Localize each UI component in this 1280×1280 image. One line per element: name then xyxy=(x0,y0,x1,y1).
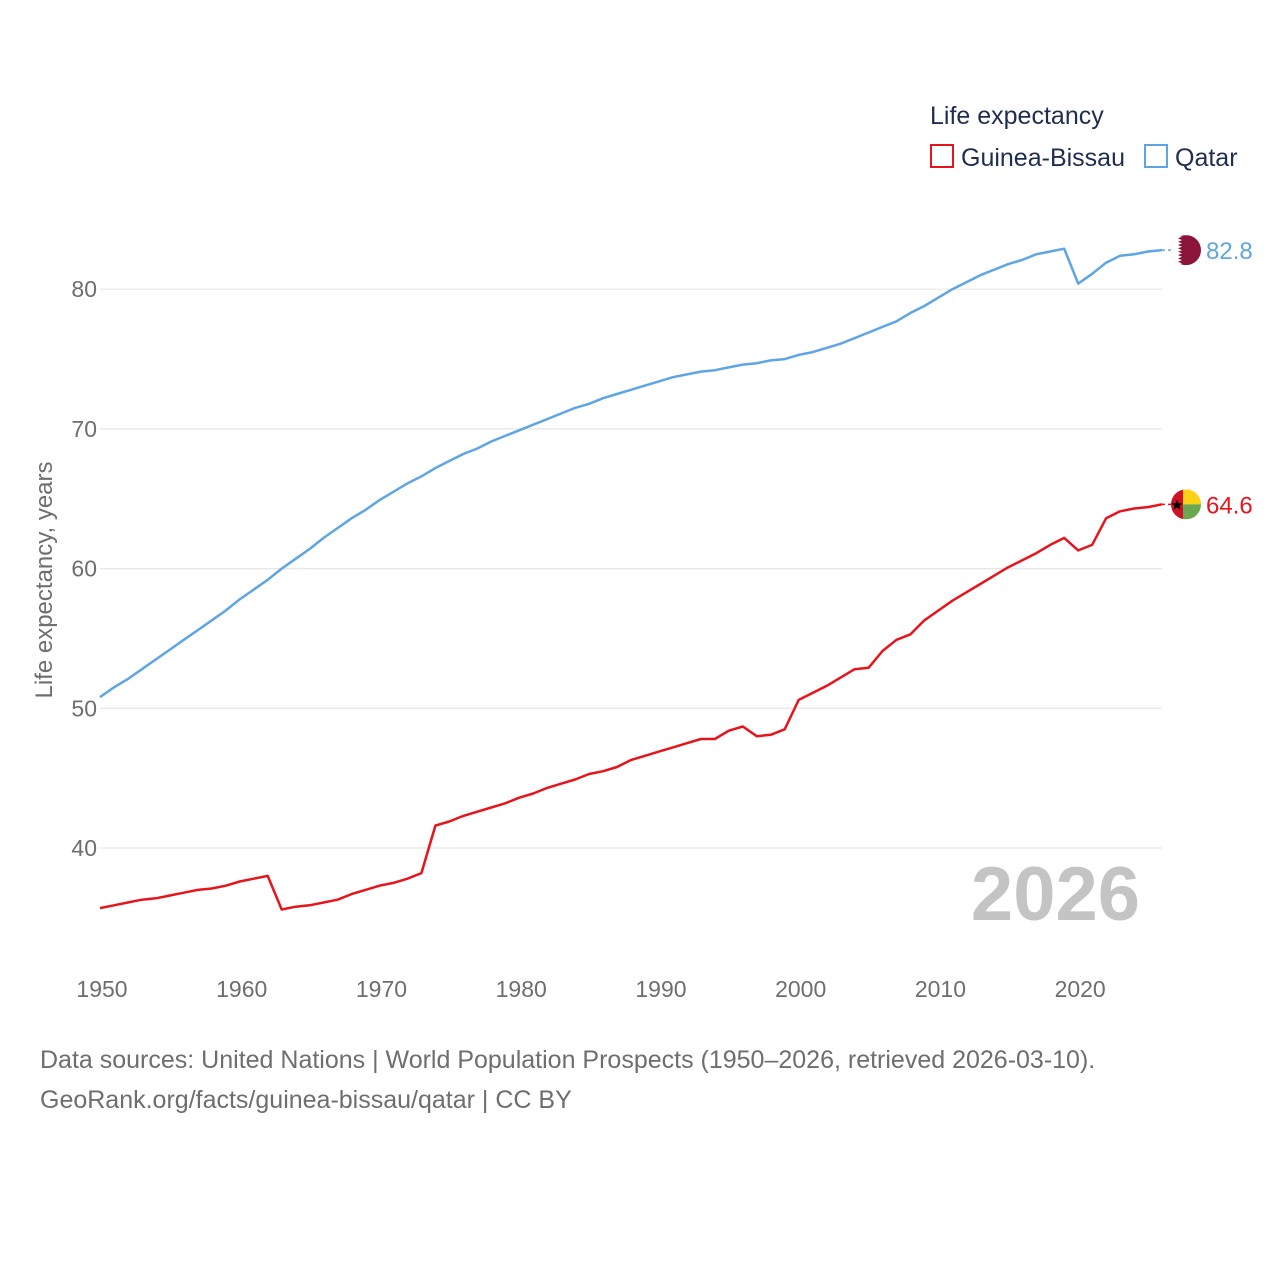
flag-icon-guinea-bissau xyxy=(1171,489,1201,520)
x-tick-label-1960: 1960 xyxy=(216,976,267,1002)
year-watermark: 2026 xyxy=(971,852,1140,937)
legend-label-qatar: Qatar xyxy=(1175,144,1238,172)
x-tick-label-1990: 1990 xyxy=(635,976,686,1002)
legend: Life expectancy Guinea-Bissau Qatar xyxy=(930,102,1238,172)
x-tick-label-1980: 1980 xyxy=(496,976,547,1002)
x-tick-label-1950: 1950 xyxy=(76,976,127,1002)
end-markers: 64.6 82.8 xyxy=(1162,235,1253,520)
legend-swatch-guinea-bissau xyxy=(930,144,954,168)
source-line-1: Data sources: United Nations | World Pop… xyxy=(40,1046,1096,1074)
source-line-2[interactable]: GeoRank.org/facts/guinea-bissau/qatar | … xyxy=(40,1086,572,1114)
x-axis-ticks: 1950 1960 1970 1980 1990 2000 2010 2020 xyxy=(76,976,1105,1002)
end-label-qatar: 82.8 xyxy=(1206,238,1253,265)
legend-item-guinea-bissau[interactable]: Guinea-Bissau xyxy=(930,144,1125,172)
legend-item-qatar[interactable]: Qatar xyxy=(1144,144,1238,172)
series-line-qatar xyxy=(99,247,1163,699)
y-tick-label-60: 60 xyxy=(71,556,97,582)
y-tick-label-50: 50 xyxy=(71,695,97,721)
y-tick-label-70: 70 xyxy=(71,416,97,442)
x-tick-label-2020: 2020 xyxy=(1055,976,1106,1002)
legend-title: Life expectancy xyxy=(930,102,1104,130)
y-tick-label-40: 40 xyxy=(71,835,97,861)
x-tick-label-2010: 2010 xyxy=(915,976,966,1002)
legend-label-guinea-bissau: Guinea-Bissau xyxy=(961,144,1125,172)
flag-icon-qatar xyxy=(1171,235,1201,266)
x-tick-label-1970: 1970 xyxy=(356,976,407,1002)
grid-lines xyxy=(100,288,1162,849)
y-tick-label-80: 80 xyxy=(71,276,97,302)
y-axis-ticks: 40 50 60 70 80 xyxy=(71,276,97,861)
series-line-guinea-bissau xyxy=(99,503,1163,911)
x-tick-label-2000: 2000 xyxy=(775,976,826,1002)
y-axis-label: Life expectancy, years xyxy=(31,461,58,698)
series-lines xyxy=(99,247,1163,911)
legend-swatch-qatar xyxy=(1144,144,1168,168)
end-label-guinea-bissau: 64.6 xyxy=(1206,492,1253,519)
